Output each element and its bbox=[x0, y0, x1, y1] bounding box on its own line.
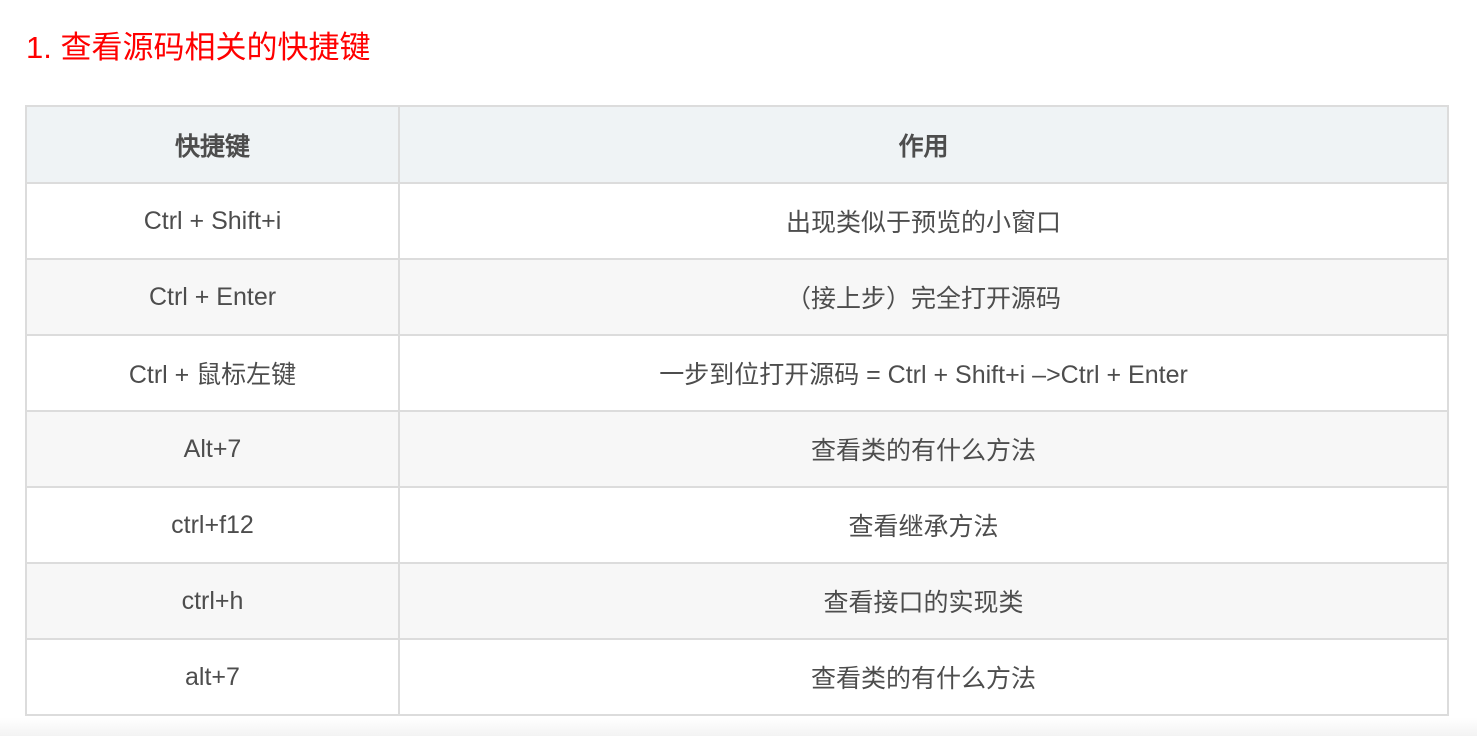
shortcut-cell: Ctrl + 鼠标左键 bbox=[25, 334, 400, 412]
table-row: Alt+7 查看类的有什么方法 bbox=[25, 410, 1449, 488]
shortcut-cell: Ctrl + Shift+i bbox=[25, 182, 400, 260]
page-fade bbox=[0, 718, 1477, 736]
table-row: ctrl+f12 查看继承方法 bbox=[25, 486, 1449, 564]
function-cell: （接上步）完全打开源码 bbox=[398, 258, 1449, 336]
shortcut-table: 快捷键 作用 Ctrl + Shift+i 出现类似于预览的小窗口 Ctrl + E… bbox=[25, 105, 1449, 716]
header-shortcut: 快捷键 bbox=[25, 105, 400, 184]
function-cell: 查看类的有什么方法 bbox=[398, 410, 1449, 488]
shortcut-cell: alt+7 bbox=[25, 638, 400, 716]
shortcut-cell: Ctrl + Enter bbox=[25, 258, 400, 336]
table-header-row: 快捷键 作用 bbox=[25, 105, 1449, 184]
function-cell: 一步到位打开源码 = Ctrl + Shift+i –>Ctrl + Enter bbox=[398, 334, 1449, 412]
table-row: Ctrl + 鼠标左键 一步到位打开源码 = Ctrl + Shift+i –>C… bbox=[25, 334, 1449, 412]
header-function: 作用 bbox=[398, 105, 1449, 184]
table-row: alt+7 查看类的有什么方法 bbox=[25, 638, 1449, 716]
table-row: ctrl+h 查看接口的实现类 bbox=[25, 562, 1449, 640]
function-cell: 查看类的有什么方法 bbox=[398, 638, 1449, 716]
shortcut-cell: ctrl+f12 bbox=[25, 486, 400, 564]
section-heading: 1. 查看源码相关的快捷键 bbox=[26, 30, 371, 65]
table-row: Ctrl + Enter （接上步）完全打开源码 bbox=[25, 258, 1449, 336]
shortcut-cell: Alt+7 bbox=[25, 410, 400, 488]
function-cell: 查看继承方法 bbox=[398, 486, 1449, 564]
shortcut-cell: ctrl+h bbox=[25, 562, 400, 640]
table-row: Ctrl + Shift+i 出现类似于预览的小窗口 bbox=[25, 182, 1449, 260]
function-cell: 出现类似于预览的小窗口 bbox=[398, 182, 1449, 260]
function-cell: 查看接口的实现类 bbox=[398, 562, 1449, 640]
